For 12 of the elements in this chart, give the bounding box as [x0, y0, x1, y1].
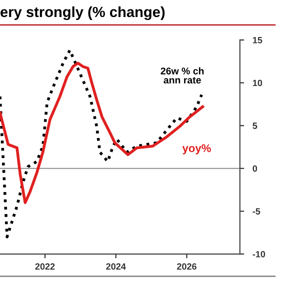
series-label: 26w % ch ann rate — [160, 67, 204, 84]
y-tick-label: 5 — [252, 122, 258, 129]
series-label: yoy% — [182, 144, 211, 154]
y-tick-label: -5 — [252, 208, 260, 215]
x-tick-label: 2022 — [35, 263, 55, 270]
y-tick-label: -10 — [252, 250, 266, 258]
y-tick-label: 0 — [252, 165, 258, 172]
y-tick-label: 15 — [252, 37, 262, 44]
chart-title: ery strongly (% change) — [0, 6, 165, 20]
x-tick-label: 2024 — [106, 263, 126, 270]
y-tick-label: 10 — [252, 80, 262, 86]
x-tick-label: 2026 — [177, 263, 196, 270]
